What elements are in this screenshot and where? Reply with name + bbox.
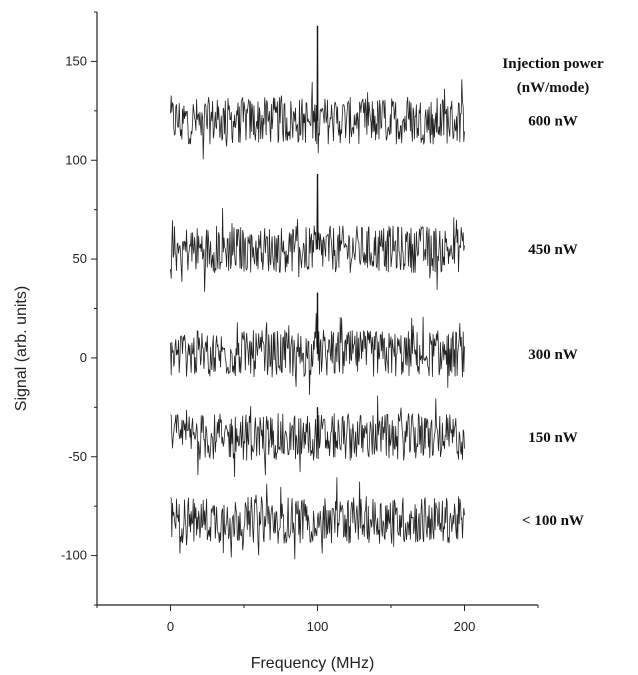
x-tick-label: 100 [307,619,329,634]
labels-layer: -100 -50 0 50 100 150 0 100 200 Frequency (MHz) Si… [13,53,604,672]
series-trace [170,395,465,477]
series-layer [170,25,465,560]
axes [91,11,539,611]
x-tick-label: 0 [167,619,174,634]
y-tick-label: 0 [80,350,87,365]
legend-title: (nW/mode) [517,80,590,96]
series-label: 450 nW [528,242,578,258]
y-tick-label: -50 [68,449,87,464]
y-tick-label: 100 [65,152,87,167]
y-tick-label: -100 [61,548,87,563]
series-label: < 100 nW [522,513,584,529]
series-label: 600 nW [528,114,578,130]
x-axis-title: Frequency (MHz) [251,655,375,672]
legend-title: Injection power [502,56,604,72]
series-label: 300 nW [528,347,578,363]
y-tick-label: 150 [65,53,87,68]
y-axis-title: Signal (arb. units) [13,286,30,411]
y-tick-label: 50 [73,251,87,266]
x-tick-label: 200 [454,619,476,634]
series-trace [170,477,465,560]
series-label: 150 nW [528,430,578,446]
series-trace [170,25,465,160]
